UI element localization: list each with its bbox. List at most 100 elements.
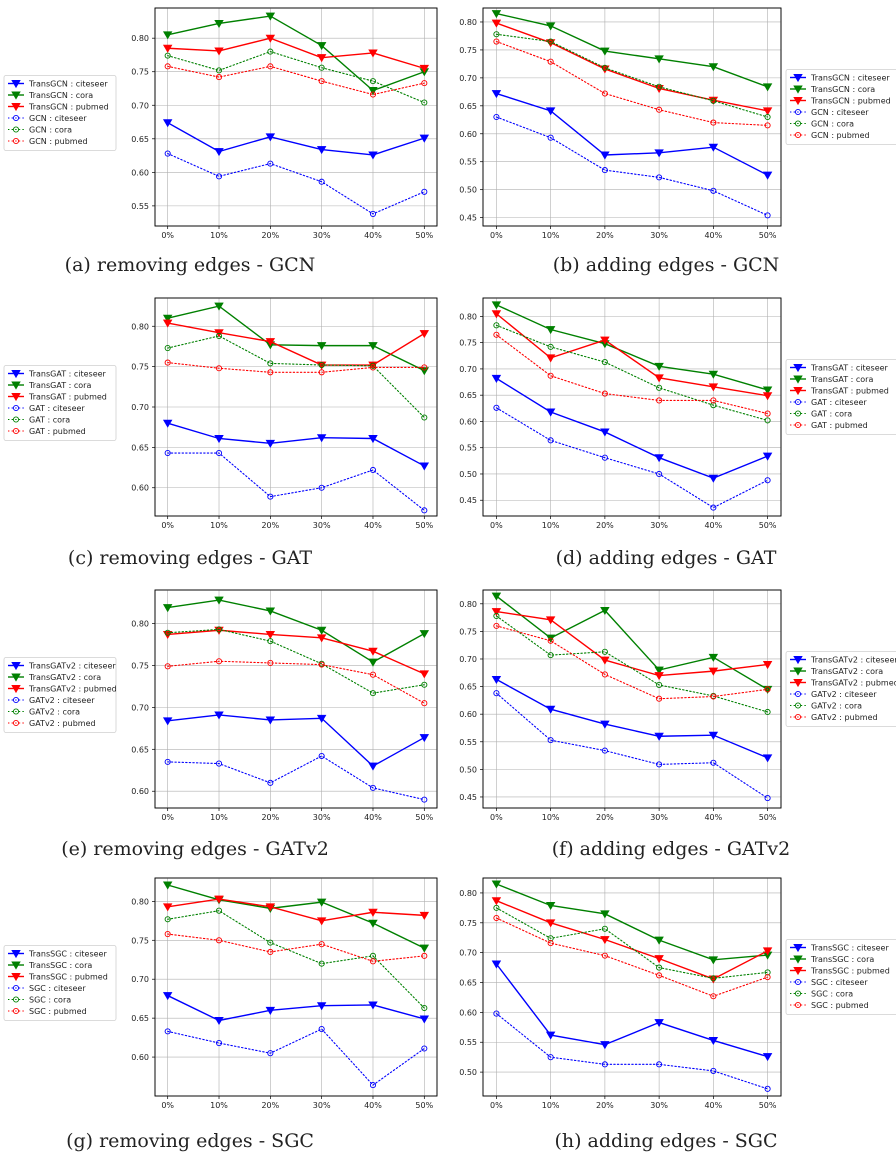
data-point	[421, 700, 428, 707]
legend-marker	[11, 370, 21, 379]
data-point	[421, 414, 428, 421]
data-point	[421, 99, 428, 106]
data-point	[601, 454, 608, 461]
legend-label: GAT : pubmed	[811, 421, 868, 430]
y-tick-label: 0.50	[459, 186, 477, 195]
legend-label: GAT : citeseer	[811, 398, 867, 407]
series-line	[167, 755, 425, 801]
x-tick-label: 40%	[364, 1101, 382, 1110]
legend-label: GCN : pubmed	[29, 137, 88, 146]
data-point	[601, 671, 608, 678]
data-point	[654, 454, 664, 463]
legend-label: SGC : pubmed	[811, 1001, 869, 1010]
legend-box	[3, 365, 117, 441]
legend-marker	[793, 387, 803, 396]
series-line	[166, 15, 426, 92]
data-point	[164, 663, 171, 670]
data-point	[491, 592, 502, 601]
data-point	[601, 390, 608, 397]
data-point	[162, 903, 173, 912]
data-point	[265, 716, 276, 725]
data-point	[708, 143, 719, 152]
y-tick-label: 0.70	[459, 365, 477, 374]
data-point	[368, 435, 378, 444]
data-point	[762, 107, 773, 116]
data-point	[421, 952, 428, 959]
data-point	[421, 1004, 428, 1012]
series-line	[495, 324, 769, 421]
data-point	[547, 1054, 554, 1061]
data-point	[318, 941, 325, 948]
data-point	[708, 731, 719, 740]
data-point	[316, 626, 327, 635]
legend-marker	[794, 421, 802, 429]
data-point	[419, 1015, 430, 1024]
data-point	[708, 474, 719, 483]
y-tick-label: 0.65	[459, 979, 477, 988]
chart-panel-g: 0% 10% 20% 30% 40% 50% 0.60 0.65 0.70 0.75 0.80 Tra…	[0, 870, 448, 1115]
x-tick-label: 20%	[261, 1101, 279, 1110]
data-point	[316, 434, 327, 443]
y-tick-label: 0.60	[459, 417, 477, 426]
legend-marker	[11, 91, 21, 100]
data-point	[710, 397, 717, 404]
caption-f: (f) adding edges - GATv2	[551, 838, 791, 860]
legend-marker	[793, 656, 803, 665]
y-tick-label: 0.45	[459, 214, 477, 223]
data-point	[368, 342, 378, 351]
data-point	[545, 354, 556, 363]
legend-label: GATv2 : citeseer	[29, 696, 95, 705]
series-line	[495, 33, 769, 118]
data-point	[654, 672, 664, 681]
data-point	[764, 974, 771, 981]
data-point	[600, 336, 610, 345]
data-point	[600, 47, 610, 56]
data-point	[545, 705, 556, 714]
data-point	[656, 83, 663, 90]
y-tick-label: 0.80	[459, 889, 477, 898]
legend-label: TransGAT : pubmed	[810, 387, 889, 396]
y-tick-label: 0.45	[459, 496, 477, 505]
data-point	[419, 944, 430, 953]
x-tick-label: 30%	[313, 1101, 331, 1110]
data-point	[600, 1041, 610, 1050]
series-line	[495, 692, 769, 799]
data-point	[215, 332, 223, 339]
data-point	[491, 608, 502, 617]
data-point	[267, 493, 274, 500]
y-tick-label: 0.55	[459, 738, 477, 747]
data-point	[162, 31, 173, 40]
data-point	[545, 616, 556, 625]
y-tick-label: 0.75	[459, 339, 477, 348]
chart-panel-c: 0% 10% 20% 30% 40% 50% 0.60 0.65 0.70 0.75 0.80 Tra…	[0, 290, 448, 535]
data-point	[710, 759, 717, 766]
chart-svg-d: 0% 10% 20% 30% 40% 50% 0.45 0.50 0.55 0.60 0.65 0.7…	[459, 297, 896, 530]
data-point	[600, 720, 610, 729]
data-point	[214, 19, 224, 29]
data-point	[369, 784, 377, 791]
data-point	[265, 338, 276, 347]
chart-panel-a: 0% 10% 20% 30% 40% 50% 0.55 0.60 0.65 0.70 0.75 0.8…	[0, 0, 448, 245]
y-tick-label: 0.70	[131, 703, 149, 712]
x-tick-label: 0%	[161, 1101, 174, 1110]
data-point	[493, 1010, 500, 1017]
x-tick-label: 50%	[759, 521, 777, 530]
data-point	[267, 63, 274, 70]
series-line	[166, 37, 426, 70]
data-point	[215, 937, 223, 944]
series-line	[166, 599, 426, 663]
y-tick-label: 0.70	[131, 975, 149, 984]
data-point	[764, 795, 771, 802]
legend-label: GATv2 : cora	[811, 702, 862, 711]
x-tick-label: 20%	[261, 813, 279, 822]
chart-svg-f: 0% 10% 20% 30% 40% 50% 0.45 0.50 0.55 0.60 0.65 0.7…	[459, 589, 896, 822]
data-point	[600, 656, 610, 665]
data-point	[654, 955, 664, 964]
data-point	[547, 372, 554, 379]
data-point	[368, 151, 378, 160]
x-tick-label: 0%	[490, 231, 503, 240]
data-point	[316, 54, 327, 63]
data-point	[215, 365, 223, 372]
y-tick-label: 0.45	[459, 793, 477, 802]
data-point	[265, 607, 276, 616]
